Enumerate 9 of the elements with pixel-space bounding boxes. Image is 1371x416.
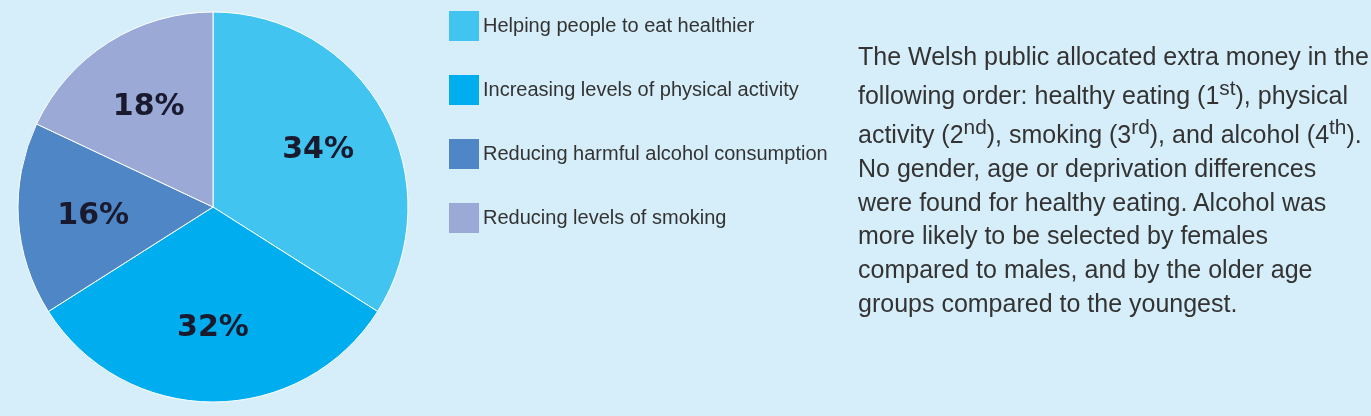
- data-label: 32%: [177, 308, 249, 343]
- legend-label: Reducing harmful alcohol consumption: [483, 142, 828, 164]
- legend-label: Reducing levels of smoking: [483, 206, 727, 228]
- legend-label: Increasing levels of physical activity: [483, 78, 799, 100]
- legend-label: Helping people to eat healthier: [483, 14, 755, 36]
- data-label: 16%: [57, 195, 130, 231]
- data-label: 34%: [282, 130, 355, 166]
- text: The Welsh public allocated extra money in the following order: healthy eating (1$^{st}$), physical activity (2$^{nd}$), smoking (3$^{rd}$), and alcohol (4$^{th}$). No gender, age or deprivation differences were found for healthy eating. Alcohol was more likely to be selected by females compared to males, and by the older age groups compared to the youngest.: [858, 42, 1369, 317]
- data-label: 18%: [112, 86, 185, 122]
